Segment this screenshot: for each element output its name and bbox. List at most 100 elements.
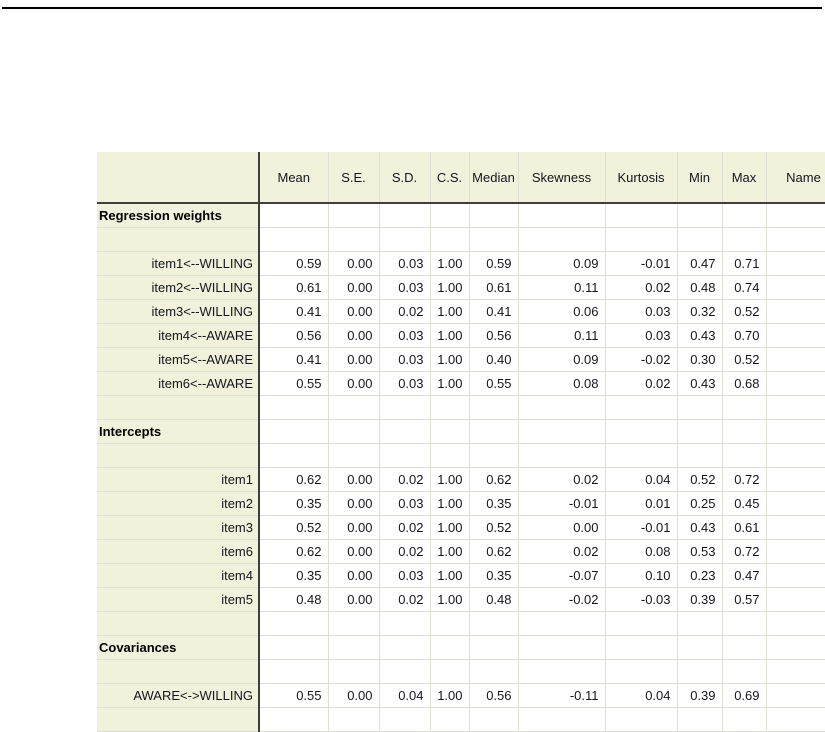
cell-skewness: 0.08 <box>518 371 606 396</box>
row-label: item3<--WILLING <box>97 299 260 324</box>
cell-mean <box>259 443 329 468</box>
cell-se <box>328 659 380 684</box>
cell-kurtosis <box>605 203 678 228</box>
section-row: Intercepts <box>97 419 825 444</box>
cell-max <box>722 635 767 660</box>
row-label: item4<--AWARE <box>97 323 260 348</box>
cell-median: 0.35 <box>469 491 519 516</box>
row-label: item6<--AWARE <box>97 371 260 396</box>
cell-max: 0.45 <box>722 491 767 516</box>
cell-mean: 0.56 <box>259 323 329 348</box>
cell-kurtosis <box>605 419 678 444</box>
cell-max: 0.52 <box>722 347 767 372</box>
cell-max <box>722 419 767 444</box>
cell-cs <box>430 659 470 684</box>
bootstrap-statistics-table: Mean S.E. S.D. C.S. Median Skewness Kurtosis Mi… <box>97 152 825 732</box>
row-label <box>97 659 260 684</box>
data-row: item6 0.62 0.00 0.02 1.00 0.62 0.02 0.08 0.53 0.7… <box>97 539 825 564</box>
cell-skewness: 0.11 <box>518 323 606 348</box>
cell-name <box>766 491 825 516</box>
cell-min: 0.43 <box>677 323 723 348</box>
cell-name <box>766 371 825 396</box>
cell-min <box>677 443 723 468</box>
cell-mean: 0.61 <box>259 275 329 300</box>
cell-mean <box>259 611 329 636</box>
cell-min: 0.43 <box>677 515 723 540</box>
row-label <box>97 611 260 636</box>
col-header-min: Min <box>677 152 723 204</box>
cell-kurtosis <box>605 227 678 252</box>
col-header-skewness: Skewness <box>518 152 606 204</box>
page: { "colors": { "header_bg": "#f2f1dc", "g… <box>2 7 825 732</box>
cell-kurtosis: -0.03 <box>605 587 678 612</box>
col-header-mean: Mean <box>259 152 329 204</box>
cell-kurtosis <box>605 659 678 684</box>
cell-mean: 0.48 <box>259 587 329 612</box>
cell-name <box>766 203 825 228</box>
cell-min <box>677 227 723 252</box>
cell-max <box>722 203 767 228</box>
cell-name <box>766 563 825 588</box>
cell-se <box>328 419 380 444</box>
cell-mean: 0.55 <box>259 371 329 396</box>
cell-min: 0.52 <box>677 467 723 492</box>
cell-sd: 0.02 <box>379 515 431 540</box>
cell-cs: 1.00 <box>430 299 470 324</box>
data-row: item3<--WILLING 0.41 0.00 0.02 1.00 0.41 0.06 0… <box>97 299 825 324</box>
top-rule <box>2 7 822 9</box>
cell-mean <box>259 203 329 228</box>
cell-skewness: 0.00 <box>518 515 606 540</box>
cell-skewness <box>518 659 606 684</box>
cell-kurtosis: 0.10 <box>605 563 678 588</box>
cell-mean: 0.41 <box>259 347 329 372</box>
cell-max <box>722 227 767 252</box>
cell-skewness: 0.02 <box>518 539 606 564</box>
cell-skewness <box>518 443 606 468</box>
cell-skewness: -0.01 <box>518 491 606 516</box>
data-row: item5<--AWARE 0.41 0.00 0.03 1.00 0.40 0.09 -0.… <box>97 347 825 372</box>
cell-name <box>766 467 825 492</box>
cell-se <box>328 443 380 468</box>
cell-sd <box>379 611 431 636</box>
cell-mean <box>259 395 329 420</box>
cell-min <box>677 659 723 684</box>
col-header-sd: S.D. <box>379 152 431 204</box>
cell-max: 0.72 <box>722 539 767 564</box>
section-row: Regression weights <box>97 203 825 228</box>
cell-sd <box>379 635 431 660</box>
cell-name <box>766 251 825 276</box>
section-title: Intercepts <box>97 419 260 444</box>
cell-cs: 1.00 <box>430 275 470 300</box>
cell-median: 0.55 <box>469 371 519 396</box>
cell-median: 0.40 <box>469 347 519 372</box>
cell-min: 0.47 <box>677 251 723 276</box>
cell-sd: 0.03 <box>379 347 431 372</box>
cell-se: 0.00 <box>328 347 380 372</box>
cell-cs: 1.00 <box>430 539 470 564</box>
cell-name <box>766 323 825 348</box>
cell-kurtosis: 0.04 <box>605 683 678 708</box>
cell-kurtosis <box>605 611 678 636</box>
cell-min: 0.39 <box>677 683 723 708</box>
cell-max: 0.70 <box>722 323 767 348</box>
data-row: AWARE<->WILLING 0.55 0.00 0.04 1.00 0.56 -0.11… <box>97 683 825 708</box>
cell-cs: 1.00 <box>430 587 470 612</box>
cell-skewness: -0.07 <box>518 563 606 588</box>
cell-se: 0.00 <box>328 563 380 588</box>
cell-sd <box>379 203 431 228</box>
cell-skewness: 0.09 <box>518 347 606 372</box>
cell-cs: 1.00 <box>430 563 470 588</box>
cell-sd: 0.03 <box>379 563 431 588</box>
cell-median <box>469 659 519 684</box>
cell-min: 0.39 <box>677 587 723 612</box>
cell-median: 0.48 <box>469 587 519 612</box>
col-header-cs: C.S. <box>430 152 470 204</box>
row-label <box>97 227 260 252</box>
row-label: item5 <box>97 587 260 612</box>
cell-name <box>766 539 825 564</box>
empty-row <box>97 443 825 468</box>
cell-name <box>766 611 825 636</box>
stats-table-area: Mean S.E. S.D. C.S. Median Skewness Kurtosis Mi… <box>97 152 825 732</box>
cell-cs: 1.00 <box>430 467 470 492</box>
cell-name <box>766 395 825 420</box>
